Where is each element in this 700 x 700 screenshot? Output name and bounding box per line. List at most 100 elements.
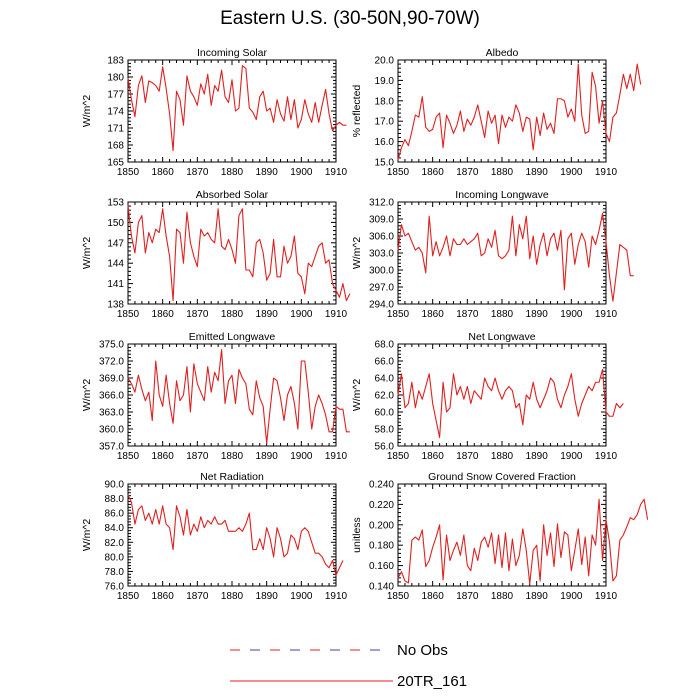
x-tick-label: 1900 [290,451,313,462]
x-tick-label: 1880 [221,591,244,602]
y-tick-label: 56.0 [375,442,395,453]
y-tick-label: 20.0 [375,56,395,67]
x-tick-label: 1910 [325,167,348,178]
x-tick-label: 1880 [221,451,244,462]
panel-net-radiation: Net Radiation 1850 1860 1870 1880 1890 1900 191… [81,471,348,602]
series-line-20tr-161 [397,368,624,439]
y-tick-label: 62.0 [375,391,395,402]
x-tick-label: 1850 [117,309,140,320]
panel-incoming-solar: Incoming Solar 1850 1860 1870 1880 1890 1900 19… [81,47,348,178]
y-tick-label: 66.0 [375,357,395,368]
x-tick-label: 1910 [325,451,348,462]
x-tick-label: 1860 [422,451,445,462]
panel-title: Incoming Solar [197,47,268,59]
x-tick-label: 1860 [152,451,175,462]
x-tick-label: 1860 [152,309,175,320]
y-tick-label: 312.0 [369,198,394,209]
plot-frame [127,59,337,163]
x-tick-label: 1910 [325,591,348,602]
x-tick-label: 1860 [152,591,175,602]
y-tick-label: 16.0 [375,137,395,148]
x-tick-label: 1880 [491,451,514,462]
x-tick-label: 1890 [526,451,549,462]
plot-frame [127,201,337,305]
y-tick-label: 82.0 [105,538,125,549]
y-tick-label: 60.0 [375,408,395,419]
y-tick-label: 76.0 [105,582,125,593]
y-tick-label: 0.220 [369,500,394,511]
y-tick-label: 153 [107,198,124,209]
x-tick-label: 1890 [526,309,549,320]
y-tick-label: 357.0 [99,442,124,453]
x-tick-label: 1880 [491,167,514,178]
y-tick-label: 0.240 [369,480,394,491]
x-tick-label: 1900 [290,167,313,178]
x-tick-label: 1900 [560,591,583,602]
x-tick-label: 1850 [117,167,140,178]
y-tick-label: 165 [107,158,124,169]
series-line-20tr-161 [397,212,634,302]
y-tick-label: 294.0 [369,300,394,311]
x-tick-label: 1890 [526,167,549,178]
x-tick-label: 1880 [221,309,244,320]
y-tick-label: 369.0 [99,374,124,385]
panel-title: Net Longwave [468,331,535,343]
y-tick-label: 141 [107,279,124,290]
series-line-20tr-161 [127,65,347,152]
y-axis-label: W/m^2 [81,237,93,270]
y-tick-label: 360.0 [99,425,124,436]
y-tick-label: 88.0 [105,494,125,505]
plot-frame [397,59,607,163]
panel-title: Albedo [486,47,519,59]
x-tick-label: 1870 [456,591,479,602]
panel-albedo: Albedo 1850 1860 1870 1880 1890 1900 1910 15.0 16… [351,47,642,178]
x-tick-label: 1900 [560,451,583,462]
x-tick-label: 1870 [186,167,209,178]
panel-title: Ground Snow Covered Fraction [428,471,576,483]
x-tick-label: 1850 [387,167,410,178]
panel-absorbed-solar: Absorbed Solar 1850 1860 1870 1880 1890 1900 19… [81,189,351,320]
x-tick-label: 1890 [256,451,279,462]
y-tick-label: 144 [107,259,124,270]
y-axis-label: W/m^2 [81,379,93,412]
plot-frame [397,343,607,447]
y-tick-label: 58.0 [375,425,395,436]
y-tick-label: 78.0 [105,567,125,578]
y-tick-label: 363.0 [99,408,124,419]
x-tick-label: 1910 [595,309,618,320]
figure-title: Eastern U.S. (30-50N,90-70W) [220,8,480,29]
x-tick-label: 1870 [456,167,479,178]
y-tick-label: 138 [107,300,124,311]
y-tick-label: 297.0 [369,283,394,294]
y-tick-label: 90.0 [105,480,125,491]
x-tick-label: 1860 [422,309,445,320]
x-tick-label: 1860 [152,167,175,178]
series-line-20tr-161 [397,498,649,585]
x-tick-label: 1880 [221,167,244,178]
plot-frame [127,483,337,587]
x-tick-label: 1910 [595,591,618,602]
y-tick-label: 147 [107,238,124,249]
x-tick-label: 1900 [290,591,313,602]
y-tick-label: 80.0 [105,552,125,563]
x-tick-label: 1850 [117,591,140,602]
x-tick-label: 1860 [422,591,445,602]
x-tick-label: 1900 [560,309,583,320]
legend-label-20tr-161: 20TR_161 [397,673,467,690]
x-tick-label: 1870 [186,451,209,462]
y-tick-label: 309.0 [369,215,394,226]
y-tick-label: 174 [107,107,124,118]
x-tick-label: 1850 [387,309,410,320]
x-tick-label: 1890 [256,309,279,320]
x-tick-label: 1900 [290,309,313,320]
x-tick-label: 1850 [387,591,410,602]
panel-title: Absorbed Solar [196,189,269,201]
x-tick-label: 1880 [491,591,514,602]
y-tick-label: 0.140 [369,582,394,593]
x-tick-label: 1870 [456,309,479,320]
x-tick-label: 1870 [186,591,209,602]
y-tick-label: 375.0 [99,340,124,351]
series-line-20tr-161 [127,349,350,444]
y-tick-label: 15.0 [375,158,395,169]
panel-title: Incoming Longwave [455,189,549,201]
